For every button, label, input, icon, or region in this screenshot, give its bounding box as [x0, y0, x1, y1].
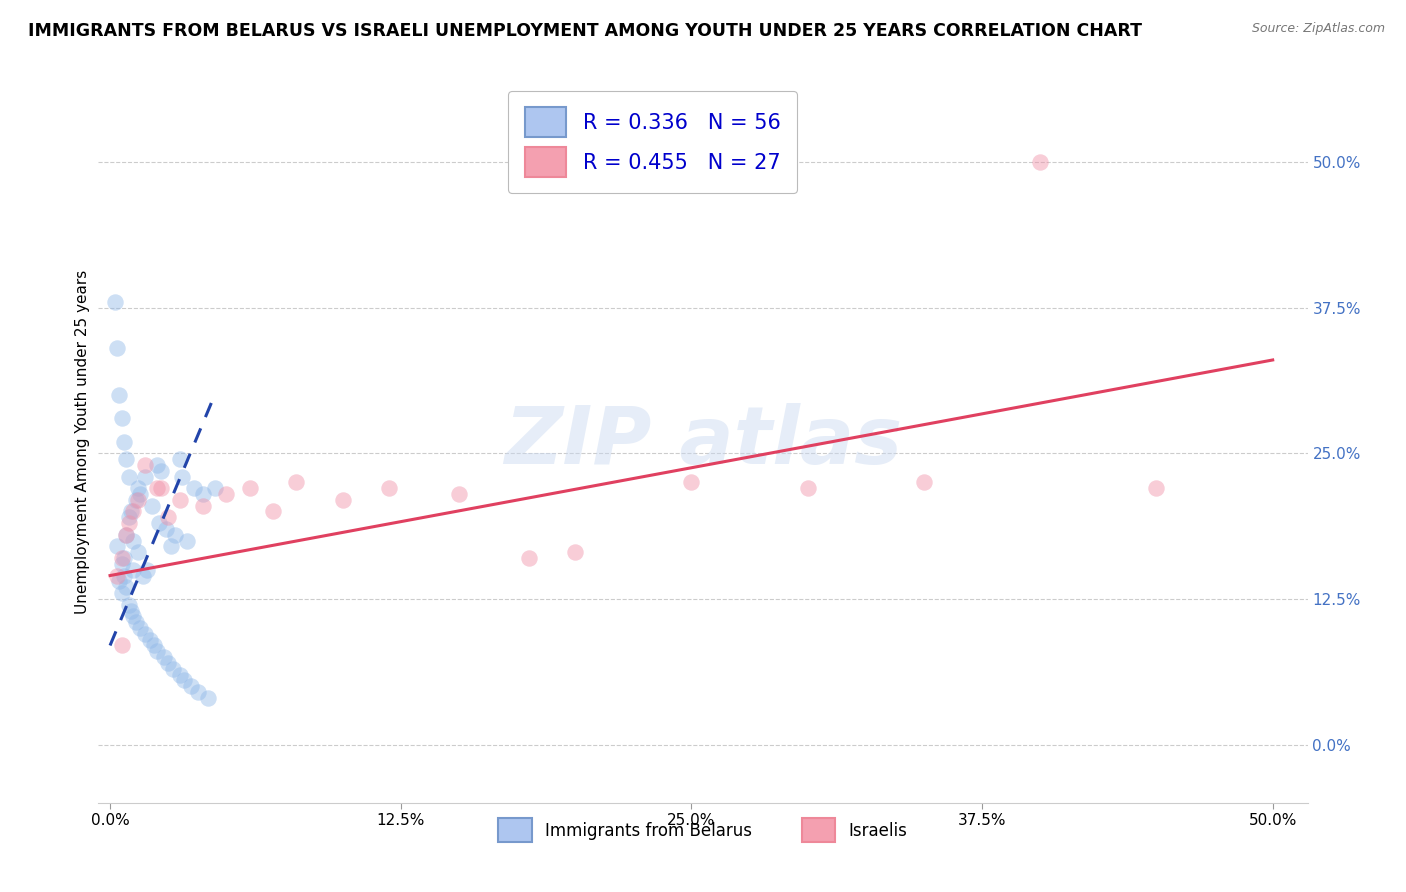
Point	[148, 516, 170, 530]
Point	[215, 487, 238, 501]
Point	[115, 580, 138, 594]
Point	[187, 685, 209, 699]
Point	[165, 528, 187, 542]
Point	[378, 481, 401, 495]
Point	[157, 510, 180, 524]
Point	[118, 516, 141, 530]
Point	[141, 499, 163, 513]
Point	[129, 487, 152, 501]
Point	[517, 551, 540, 566]
Point	[105, 568, 128, 582]
Y-axis label: Unemployment Among Youth under 25 years: Unemployment Among Youth under 25 years	[75, 269, 90, 614]
Text: ZIP atlas: ZIP atlas	[503, 402, 903, 481]
Point	[183, 481, 205, 495]
Point	[1029, 154, 1052, 169]
Point	[173, 673, 195, 688]
Point	[115, 528, 138, 542]
Point	[122, 533, 145, 548]
Point	[191, 487, 214, 501]
Point	[169, 667, 191, 681]
Point	[447, 487, 470, 501]
Point	[681, 475, 703, 490]
Point	[131, 568, 153, 582]
Point	[108, 388, 131, 402]
Point	[564, 545, 586, 559]
Point	[127, 481, 149, 495]
Point	[118, 598, 141, 612]
Point	[118, 510, 141, 524]
Point	[111, 639, 134, 653]
Point	[108, 574, 131, 589]
Point	[136, 563, 159, 577]
Point	[127, 545, 149, 559]
Point	[1144, 481, 1167, 495]
Point	[912, 475, 935, 490]
Point	[134, 627, 156, 641]
Point	[157, 656, 180, 670]
Point	[134, 458, 156, 472]
Point	[169, 492, 191, 507]
Point	[191, 499, 214, 513]
Point	[115, 452, 138, 467]
Point	[172, 469, 194, 483]
Point	[285, 475, 308, 490]
Point	[150, 481, 173, 495]
Point	[138, 632, 160, 647]
Point	[111, 557, 134, 571]
Point	[145, 644, 167, 658]
Point	[120, 603, 142, 617]
Point	[204, 481, 226, 495]
Point	[262, 504, 284, 518]
Point	[180, 679, 202, 693]
Point	[112, 551, 135, 566]
Legend: Immigrants from Belarus, Israelis: Immigrants from Belarus, Israelis	[492, 812, 914, 848]
Point	[169, 452, 191, 467]
Point	[111, 551, 134, 566]
Point	[155, 522, 177, 536]
Point	[105, 341, 128, 355]
Point	[332, 492, 354, 507]
Text: Source: ZipAtlas.com: Source: ZipAtlas.com	[1251, 22, 1385, 36]
Point	[129, 621, 152, 635]
Point	[122, 609, 145, 624]
Point	[115, 528, 138, 542]
Point	[150, 464, 173, 478]
Point	[145, 458, 167, 472]
Point	[120, 504, 142, 518]
Point	[104, 294, 127, 309]
Point	[124, 615, 146, 630]
Point	[796, 481, 818, 495]
Point	[122, 563, 145, 577]
Point	[159, 540, 181, 554]
Point	[111, 411, 134, 425]
Point	[143, 639, 166, 653]
Point	[112, 568, 135, 582]
Point	[124, 492, 146, 507]
Point	[162, 662, 184, 676]
Point	[239, 481, 262, 495]
Text: IMMIGRANTS FROM BELARUS VS ISRAELI UNEMPLOYMENT AMONG YOUTH UNDER 25 YEARS CORRE: IMMIGRANTS FROM BELARUS VS ISRAELI UNEMP…	[28, 22, 1142, 40]
Point	[145, 481, 167, 495]
Point	[122, 504, 145, 518]
Point	[127, 492, 149, 507]
Point	[111, 586, 134, 600]
Point	[112, 434, 135, 449]
Point	[152, 650, 174, 665]
Point	[105, 540, 128, 554]
Point	[176, 533, 198, 548]
Point	[118, 469, 141, 483]
Point	[134, 469, 156, 483]
Point	[197, 690, 219, 705]
